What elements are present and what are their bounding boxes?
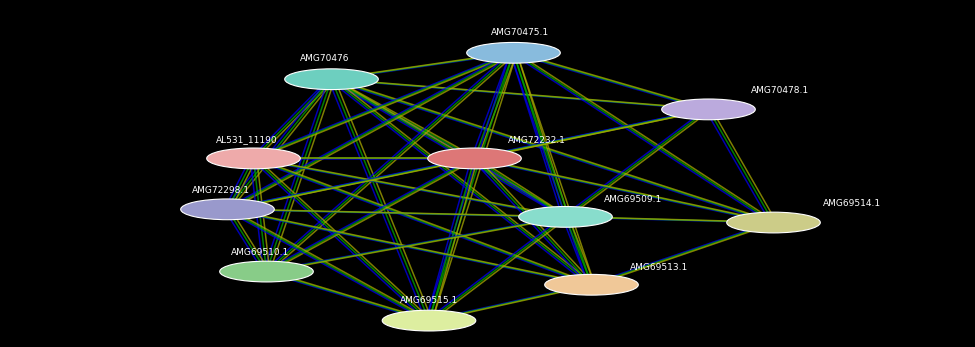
Ellipse shape [428,148,522,169]
Ellipse shape [467,42,561,63]
Text: AMG69514.1: AMG69514.1 [823,199,880,208]
Ellipse shape [726,212,820,233]
Ellipse shape [207,148,300,169]
Ellipse shape [519,206,612,227]
Ellipse shape [545,274,639,295]
Ellipse shape [382,310,476,331]
Text: AMG70476: AMG70476 [300,54,350,64]
Ellipse shape [180,199,274,220]
Text: AMG69509.1: AMG69509.1 [604,195,662,204]
Text: AL531_11190: AL531_11190 [216,135,278,144]
Text: AMG72232.1: AMG72232.1 [508,136,566,145]
Ellipse shape [219,261,313,282]
Ellipse shape [285,69,378,90]
Text: AMG69513.1: AMG69513.1 [630,263,688,272]
Text: AMG69515.1: AMG69515.1 [400,296,458,305]
Text: AMG69510.1: AMG69510.1 [231,248,290,257]
Text: AMG70478.1: AMG70478.1 [751,86,809,95]
Text: AMG70475.1: AMG70475.1 [491,28,549,37]
Ellipse shape [662,99,756,120]
Text: AMG72298.1: AMG72298.1 [192,186,250,195]
